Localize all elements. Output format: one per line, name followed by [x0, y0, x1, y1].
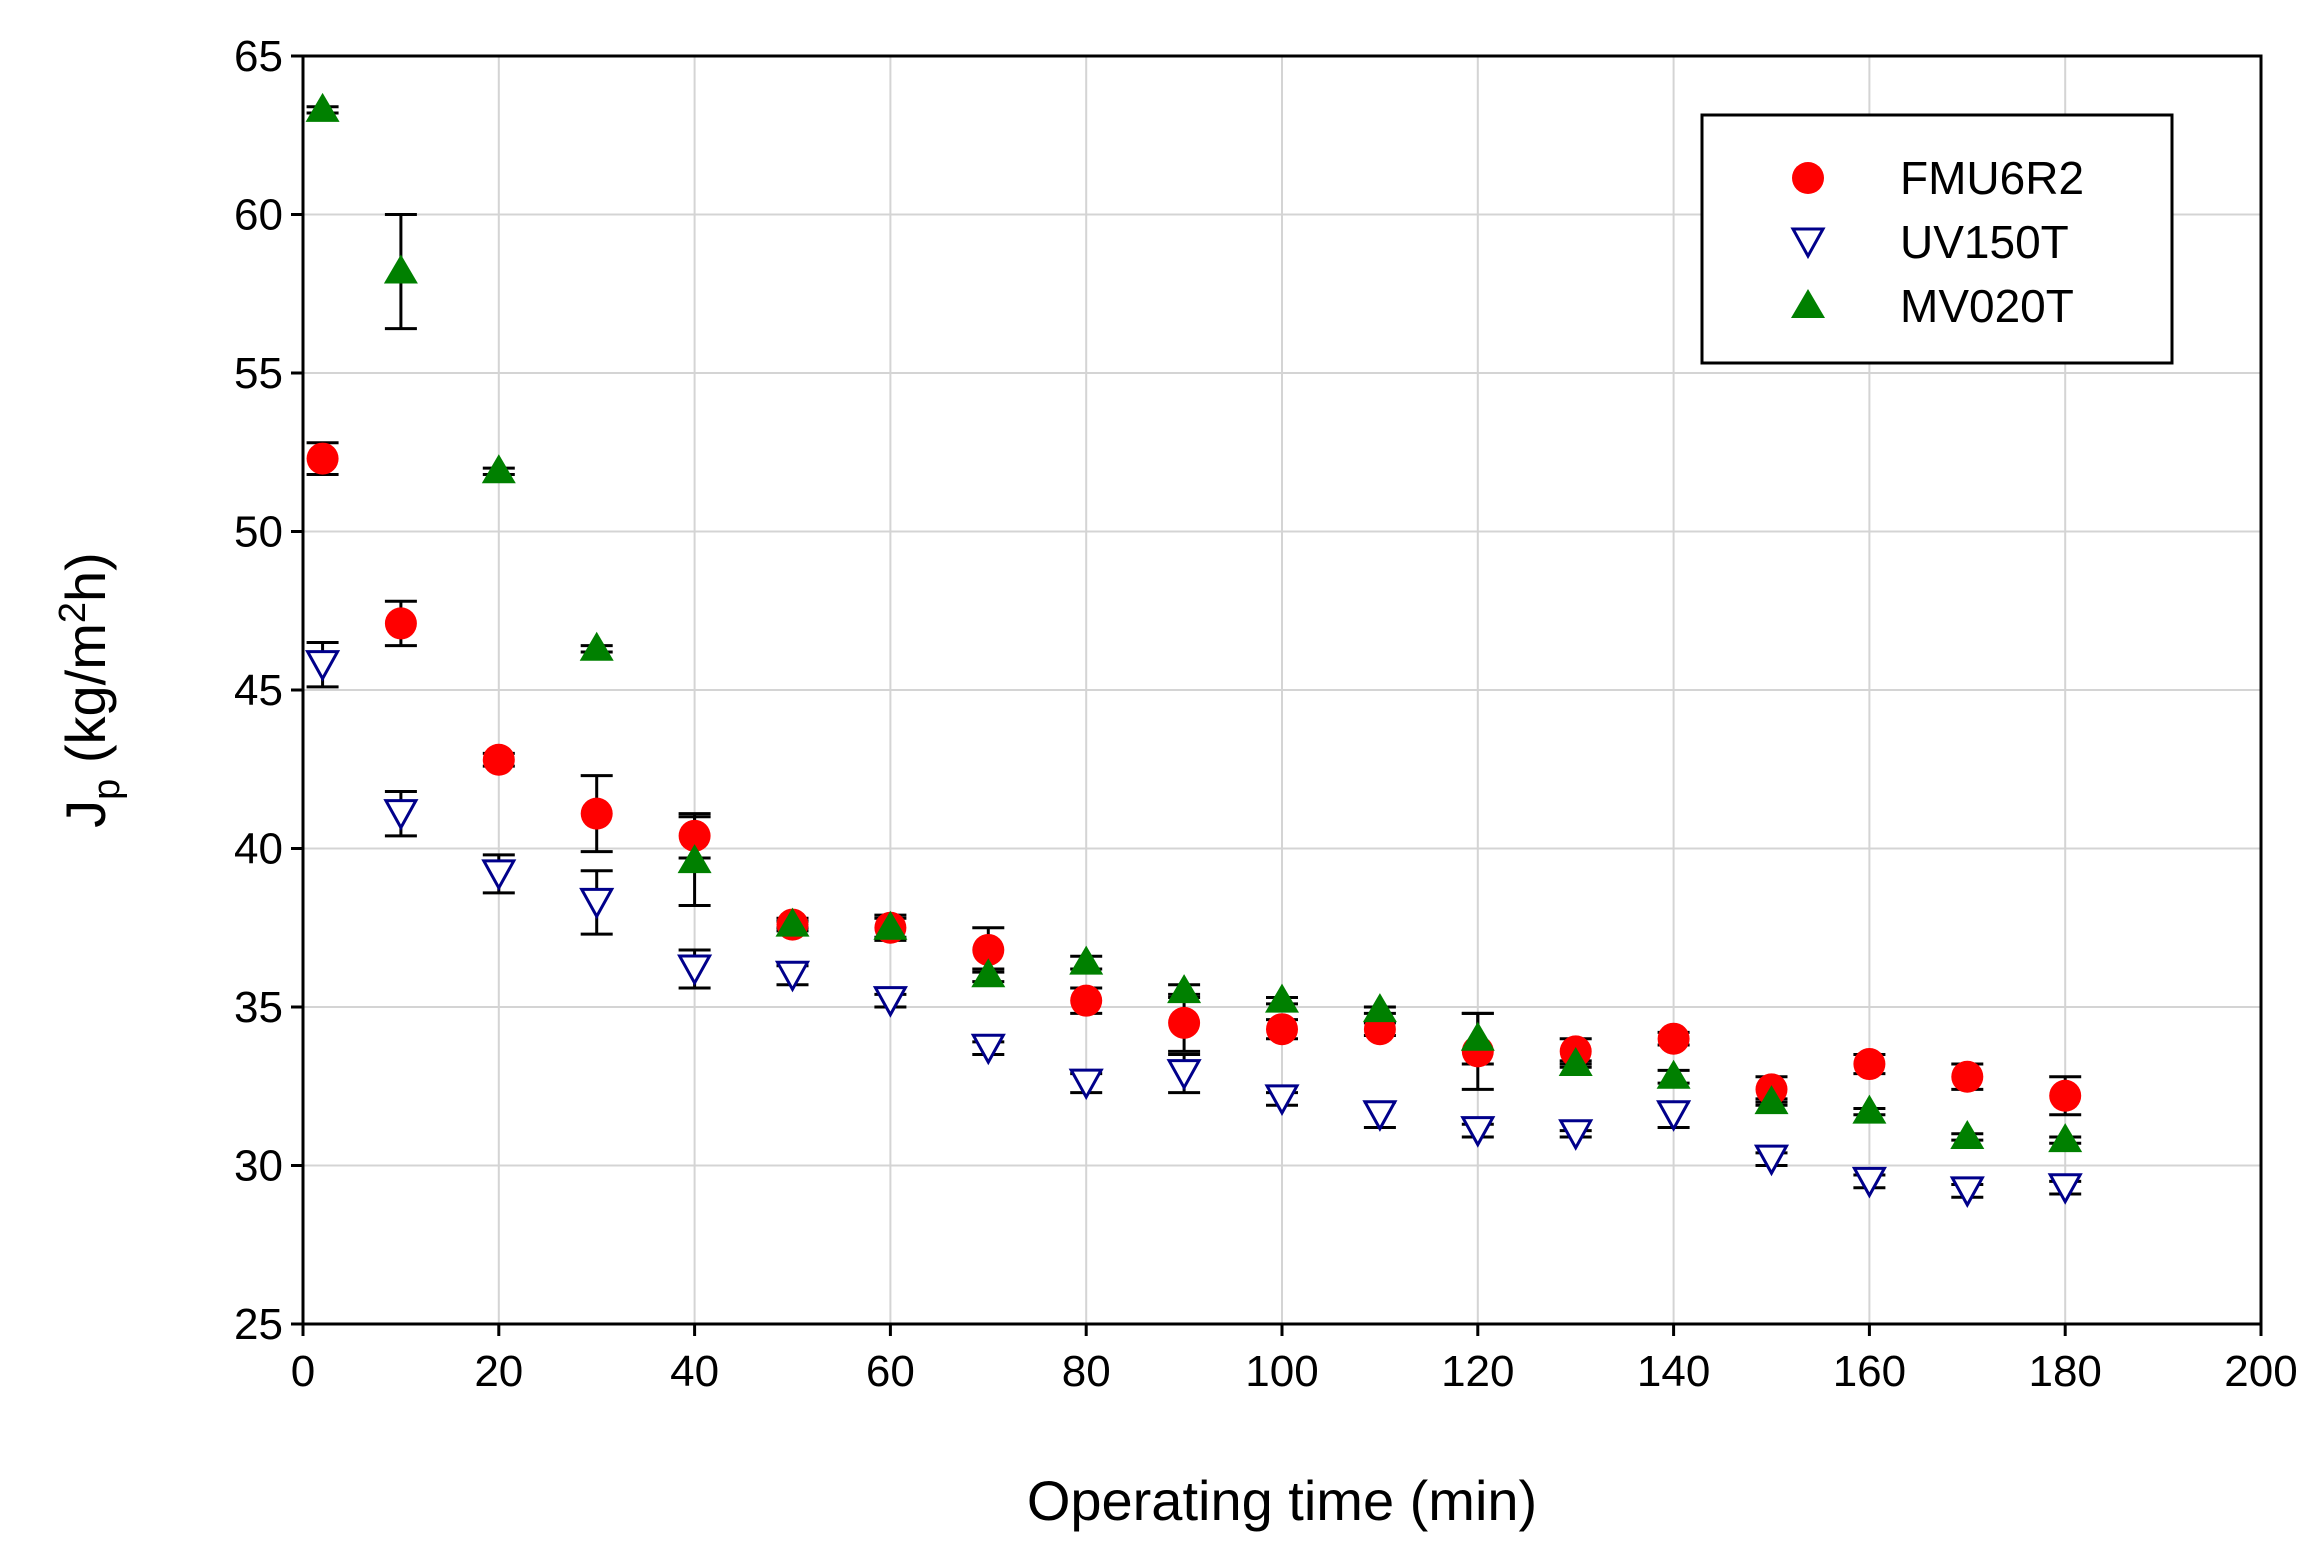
point-mv020t — [1167, 974, 1202, 1004]
point-mv020t — [1362, 993, 1397, 1023]
point-fmu6r2 — [1853, 1048, 1886, 1081]
point-mv020t — [1950, 1119, 1985, 1149]
point-fmu6r2 — [678, 819, 711, 852]
y-axis-symbol: J — [54, 800, 117, 828]
y-tick-label: 65 — [234, 32, 283, 81]
point-mv020t — [1852, 1094, 1887, 1124]
legend-box — [1700, 113, 2174, 365]
x-tick-label: 20 — [474, 1347, 523, 1396]
point-fmu6r2 — [482, 743, 515, 776]
point-uv150t — [383, 799, 419, 831]
x-tick-label: 160 — [1833, 1347, 1906, 1396]
point-mv020t — [1656, 1059, 1691, 1089]
point-uv150t — [1656, 1100, 1692, 1132]
x-tick-label: 0 — [291, 1347, 315, 1396]
point-fmu6r2 — [972, 933, 1005, 966]
point-fmu6r2 — [1168, 1006, 1201, 1039]
x-tick-label: 80 — [1062, 1347, 1111, 1396]
point-mv020t — [2048, 1123, 2083, 1153]
point-mv020t — [579, 631, 614, 661]
point-mv020t — [1069, 945, 1104, 975]
y-tick-label: 40 — [234, 825, 283, 874]
point-mv020t — [305, 92, 340, 122]
x-tick-label: 180 — [2028, 1347, 2101, 1396]
plot-frame — [301, 54, 2263, 1326]
x-axis-title: Operating time (min) — [1027, 1469, 1537, 1532]
point-fmu6r2 — [580, 797, 613, 830]
point-fmu6r2 — [1657, 1022, 1690, 1055]
x-tick-label: 120 — [1441, 1347, 1514, 1396]
point-uv150t — [1362, 1100, 1398, 1132]
point-uv150t — [1851, 1166, 1887, 1199]
point-uv150t — [1166, 1059, 1202, 1091]
point-mv020t — [481, 454, 516, 484]
point-uv150t — [1949, 1176, 1985, 1208]
point-uv150t — [1558, 1119, 1594, 1151]
legend-marker-fmu6r2 — [1792, 162, 1824, 194]
legend-marker-mv020t — [1791, 289, 1825, 318]
y-axis-unit-open: (kg/m — [54, 623, 117, 779]
point-uv150t — [481, 859, 517, 891]
point-fmu6r2 — [1070, 984, 1103, 1017]
y-tick-label: 25 — [234, 1300, 283, 1349]
x-tick-label: 200 — [2224, 1347, 2297, 1396]
point-fmu6r2 — [1951, 1060, 1984, 1093]
point-mv020t — [677, 844, 712, 874]
y-axis-unit-close: h) — [54, 552, 117, 602]
point-uv150t — [970, 1033, 1006, 1066]
legend-label-fmu6r2: FMU6R2 — [1900, 152, 2084, 204]
point-uv150t — [1753, 1144, 1790, 1177]
point-mv020t — [1558, 1047, 1593, 1077]
legend-marker-uv150t — [1790, 227, 1826, 260]
point-uv150t — [872, 986, 908, 1018]
point-mv020t — [971, 958, 1006, 988]
y-tick-label: 60 — [234, 191, 283, 240]
svg-text:Jp (kg/m2h): Jp (kg/m2h) — [52, 552, 128, 828]
point-fmu6r2 — [306, 442, 339, 475]
x-tick-label: 140 — [1637, 1347, 1710, 1396]
point-uv150t — [2047, 1173, 2083, 1205]
point-uv150t — [305, 650, 341, 682]
point-uv150t — [1264, 1084, 1300, 1117]
point-mv020t — [775, 907, 810, 937]
y-axis-subscript: p — [86, 779, 128, 800]
x-tick-label: 60 — [866, 1347, 915, 1396]
point-uv150t — [677, 954, 713, 987]
y-tick-label: 30 — [234, 1142, 283, 1191]
point-mv020t — [1754, 1085, 1789, 1115]
point-mv020t — [873, 910, 908, 940]
point-mv020t — [383, 254, 418, 284]
y-tick-label: 55 — [234, 349, 283, 398]
point-fmu6r2 — [2049, 1079, 2082, 1112]
axis-ticks: 0 20 40 60 80 100 120 140 160 180 200 25 30 35 40 45 50 5… — [234, 32, 2298, 1396]
y-tick-label: 35 — [234, 983, 283, 1032]
point-uv150t — [1460, 1116, 1496, 1148]
y-tick-label: 45 — [234, 666, 283, 715]
data-markers — [305, 92, 2083, 1208]
x-tick-label: 100 — [1245, 1347, 1318, 1396]
legend-label-uv150t: UV150T — [1900, 216, 2069, 268]
point-uv150t — [1068, 1068, 1104, 1101]
x-tick-label: 40 — [670, 1347, 719, 1396]
point-fmu6r2 — [1266, 1013, 1298, 1046]
y-axis-superscript: 2 — [52, 602, 94, 623]
point-mv020t — [1460, 1021, 1495, 1051]
y-tick-label: 50 — [234, 508, 283, 557]
point-mv020t — [1265, 983, 1299, 1013]
point-fmu6r2 — [384, 607, 417, 640]
point-uv150t — [774, 960, 811, 993]
point-uv150t — [579, 887, 615, 920]
legend-label-mv020t: MV020T — [1900, 280, 2074, 332]
legend: FMU6R2 UV150T MV020T — [1700, 113, 2174, 365]
y-axis-title: Jp (kg/m2h) — [52, 552, 128, 828]
